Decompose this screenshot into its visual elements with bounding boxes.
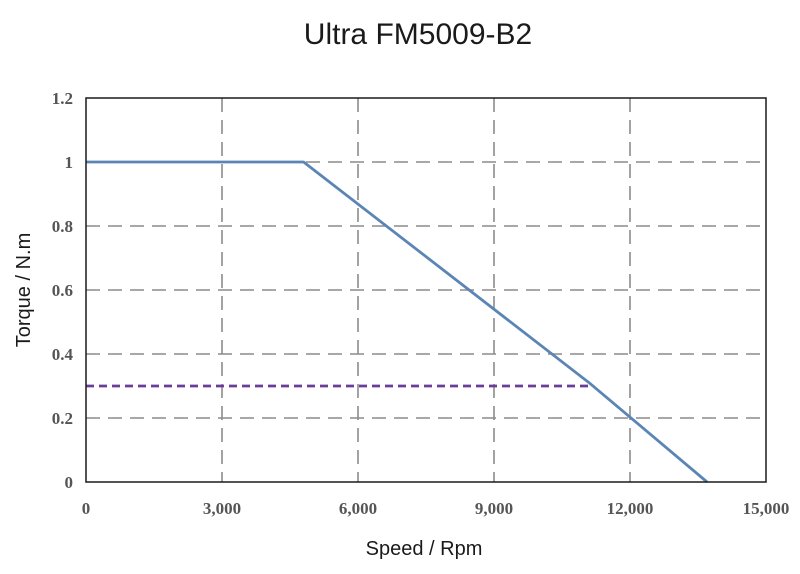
- x-tick-label: 0: [82, 499, 91, 518]
- x-axis-title: Speed / Rpm: [366, 538, 483, 560]
- y-tick-label: 0.2: [52, 409, 73, 428]
- x-tick-label: 15,000: [743, 499, 790, 518]
- torque-curve-line: [86, 160, 708, 484]
- y-tick-labels: 0 0.2 0.4 0.6 0.8 1 1.2: [52, 89, 74, 492]
- y-axis-title: Torque / N.m: [13, 233, 35, 347]
- y-tick-label: 1.2: [52, 89, 73, 108]
- y-tick-label: 1: [65, 153, 74, 172]
- chart-title: Ultra FM5009-B2: [304, 18, 532, 51]
- plot-frame: [85, 97, 767, 483]
- x-tick-labels: 0 3,000 6,000 9,000 12,000 15,000: [82, 499, 790, 518]
- x-tick-label: 12,000: [607, 499, 654, 518]
- y-tick-label: 0: [65, 473, 74, 492]
- x-tick-label: 6,000: [339, 499, 377, 518]
- y-tick-label: 0.4: [52, 345, 74, 364]
- x-tick-label: 9,000: [475, 499, 513, 518]
- y-tick-label: 0.8: [52, 217, 73, 236]
- series-layer: [86, 160, 708, 484]
- x-tick-label: 3,000: [203, 499, 241, 518]
- y-tick-label: 0.6: [52, 281, 73, 300]
- grid-lines: [86, 98, 766, 482]
